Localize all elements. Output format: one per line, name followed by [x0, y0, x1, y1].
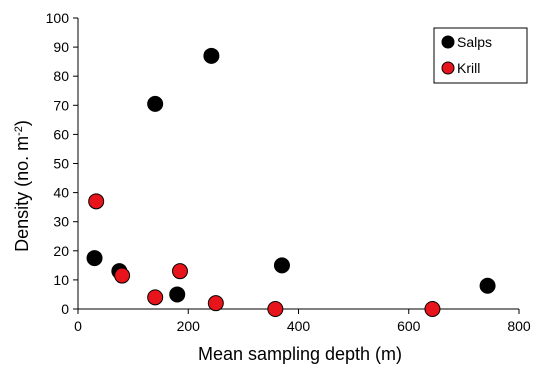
- point-krill: [114, 267, 131, 284]
- x-tick-label: 0: [74, 318, 82, 334]
- point-krill: [207, 295, 224, 312]
- y-tick-label: 0: [61, 301, 69, 317]
- point-krill: [88, 193, 105, 210]
- x-tick-label: 200: [177, 318, 201, 334]
- legend-marker-salps: [441, 35, 455, 49]
- point-krill: [267, 301, 284, 317]
- x-tick-label: 600: [397, 318, 421, 334]
- y-tick-label: 90: [53, 39, 69, 55]
- x-tick-label: 800: [507, 318, 531, 334]
- legend-label-krill: Krill: [457, 60, 480, 76]
- x-axis-title: Mean sampling depth (m): [198, 344, 402, 364]
- y-tick-label: 30: [53, 214, 69, 230]
- axes: [73, 17, 520, 314]
- y-axis-title-close: ): [12, 120, 32, 126]
- point-salps: [169, 286, 186, 303]
- point-salps: [203, 47, 220, 64]
- y-tick-label: 70: [53, 97, 69, 113]
- y-tick-label: 40: [53, 185, 69, 201]
- data-points: [86, 47, 496, 317]
- y-axis-title: Density (no. m-2): [12, 120, 32, 252]
- point-krill: [171, 263, 188, 280]
- y-tick-label: 50: [53, 156, 69, 172]
- legend-marker-krill: [441, 61, 455, 75]
- point-salps: [86, 250, 103, 267]
- y-axis-title-sup: -2: [13, 126, 25, 136]
- y-tick-label: 100: [46, 10, 70, 26]
- y-tick-label: 60: [53, 126, 69, 142]
- legend-label-salps: Salps: [457, 34, 492, 50]
- y-tick-label: 20: [53, 243, 69, 259]
- point-salps: [479, 277, 496, 294]
- point-krill: [147, 289, 164, 306]
- point-salps: [273, 257, 290, 274]
- point-salps: [147, 95, 164, 112]
- point-krill: [424, 301, 441, 317]
- y-axis-title-main: Density (no. m: [12, 136, 32, 252]
- legend: Salps Krill: [433, 27, 528, 84]
- x-tick-label: 400: [287, 318, 311, 334]
- y-tick-label: 80: [53, 68, 69, 84]
- tick-labels: 0 10 20 30 40 50 60 70 80 90 100 0 200 400 600 800: [46, 10, 531, 334]
- y-tick-label: 10: [53, 272, 69, 288]
